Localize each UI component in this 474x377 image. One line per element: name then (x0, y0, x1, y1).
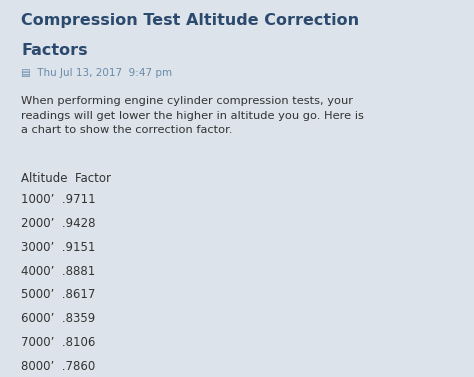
Text: ▤  Thu Jul 13, 2017  9:47 pm: ▤ Thu Jul 13, 2017 9:47 pm (21, 68, 173, 78)
Text: 2000’  .9428: 2000’ .9428 (21, 217, 96, 230)
Text: 3000’  .9151: 3000’ .9151 (21, 241, 96, 254)
Text: 8000’  .7860: 8000’ .7860 (21, 360, 96, 372)
Text: 6000’  .8359: 6000’ .8359 (21, 312, 96, 325)
Text: Altitude  Factor: Altitude Factor (21, 172, 111, 184)
Text: 1000’  .9711: 1000’ .9711 (21, 193, 96, 206)
Text: 4000’  .8881: 4000’ .8881 (21, 265, 96, 277)
Text: Factors: Factors (21, 43, 88, 58)
Text: 5000’  .8617: 5000’ .8617 (21, 288, 96, 301)
Text: Compression Test Altitude Correction: Compression Test Altitude Correction (21, 13, 359, 28)
Text: When performing engine cylinder compression tests, your
readings will get lower : When performing engine cylinder compress… (21, 96, 364, 135)
Text: 7000’  .8106: 7000’ .8106 (21, 336, 96, 349)
